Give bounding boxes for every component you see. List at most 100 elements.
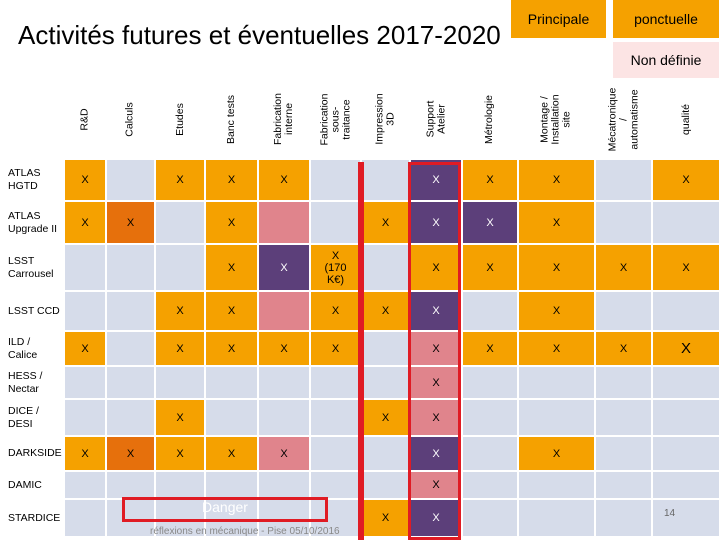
table-cell <box>311 160 360 200</box>
table-cell <box>156 245 204 290</box>
table-cell <box>259 202 309 243</box>
table-cell: X <box>519 292 594 330</box>
table-cell: X <box>206 245 257 290</box>
table-cell: X <box>463 160 517 200</box>
table-cell: X <box>362 400 409 435</box>
table-cell <box>156 202 204 243</box>
table-cell <box>463 292 517 330</box>
table-cell <box>596 202 651 243</box>
table-cell <box>596 472 651 498</box>
table-cell: X <box>519 160 594 200</box>
table-cell: X <box>519 202 594 243</box>
table-cell: X <box>156 437 204 470</box>
table-cell: X <box>411 500 461 536</box>
table-cell <box>596 160 651 200</box>
column-header-label: R&D <box>78 107 91 131</box>
table-cell <box>206 400 257 435</box>
table-cell: X <box>411 332 461 365</box>
table-cell <box>156 472 204 498</box>
legend-ponctuelle: ponctuelle <box>613 0 719 38</box>
table-cell <box>156 500 204 536</box>
row-label: STARDICE <box>8 511 61 524</box>
table-cell: X <box>206 437 257 470</box>
table-cell <box>463 367 517 398</box>
table-cell <box>206 472 257 498</box>
column-header-label: Banc tests <box>225 94 237 144</box>
table-cell: X <box>411 367 461 398</box>
table-cell <box>653 472 719 498</box>
table-cell <box>107 367 154 398</box>
table-cell: X <box>653 245 719 290</box>
table-cell <box>107 160 154 200</box>
table-cell: X <box>156 400 204 435</box>
column-header: Etudes <box>155 80 205 158</box>
table-cell: X <box>206 292 257 330</box>
row-label: ATLAS HGTD <box>8 167 41 192</box>
table-cell: X <box>463 332 517 365</box>
table-cell <box>653 202 719 243</box>
table-cell: X <box>107 437 154 470</box>
table-cell: X <box>411 202 461 243</box>
table-cell: X <box>206 332 257 365</box>
table-cell: X <box>156 160 204 200</box>
table-cell <box>653 292 719 330</box>
table-cell <box>463 472 517 498</box>
table-cell: X <box>653 160 719 200</box>
column-header: Support Atelier <box>410 80 462 158</box>
footer-text: réflexions en mécanique - Pise 05/10/201… <box>150 526 340 537</box>
column-header-label: Mécatronique / automatisme <box>606 87 640 151</box>
table-cell <box>65 292 105 330</box>
table-cell <box>107 500 154 536</box>
table-cell <box>596 500 651 536</box>
table-cell: X <box>65 332 105 365</box>
table-cell <box>362 437 409 470</box>
table-cell <box>259 367 309 398</box>
table-cell <box>107 245 154 290</box>
table-cell: X <box>259 160 309 200</box>
table-cell <box>653 500 719 536</box>
table-cell <box>362 472 409 498</box>
table-cell: X <box>65 437 105 470</box>
table-cell <box>311 400 360 435</box>
table-cell: X <box>411 472 461 498</box>
table-cell: X <box>259 437 309 470</box>
table-cell <box>107 400 154 435</box>
table-cell: X <box>519 437 594 470</box>
table-cell: X <box>519 245 594 290</box>
table-cell <box>65 500 105 536</box>
table-cell <box>463 500 517 536</box>
column-header: R&D <box>64 80 106 158</box>
table-cell: X <box>463 202 517 243</box>
table-cell <box>362 245 409 290</box>
table-cell: X <box>411 160 461 200</box>
table-cell <box>463 400 517 435</box>
table-cell: X <box>311 332 360 365</box>
column-header-label: qualité <box>679 103 692 135</box>
table-cell <box>65 245 105 290</box>
table-cell: X <box>65 160 105 200</box>
column-header: Calculs <box>106 80 155 158</box>
table-cell <box>653 437 719 470</box>
column-header: Impression 3D <box>361 80 410 158</box>
table-cell <box>65 400 105 435</box>
table-cell <box>596 367 651 398</box>
table-cell: X <box>107 202 154 243</box>
table-cell: X <box>311 292 360 330</box>
table-cell <box>206 500 257 536</box>
column-header-label: Impression 3D <box>373 93 397 145</box>
column-header: Banc tests <box>205 80 258 158</box>
row-label: HESS / Nectar <box>8 369 43 395</box>
table-cell: X <box>259 245 309 290</box>
table-cell: X <box>206 202 257 243</box>
column-header-label: Métrologie <box>483 94 496 144</box>
table-cell <box>107 292 154 330</box>
row-label: DICE / DESI <box>8 404 39 430</box>
table-cell: X <box>463 245 517 290</box>
table-cell: X <box>206 160 257 200</box>
column-header-label: Calculs <box>124 101 136 137</box>
table-cell <box>653 400 719 435</box>
table-cell: X <box>362 202 409 243</box>
table-cell <box>107 472 154 498</box>
table-cell <box>65 472 105 498</box>
table-cell <box>259 400 309 435</box>
